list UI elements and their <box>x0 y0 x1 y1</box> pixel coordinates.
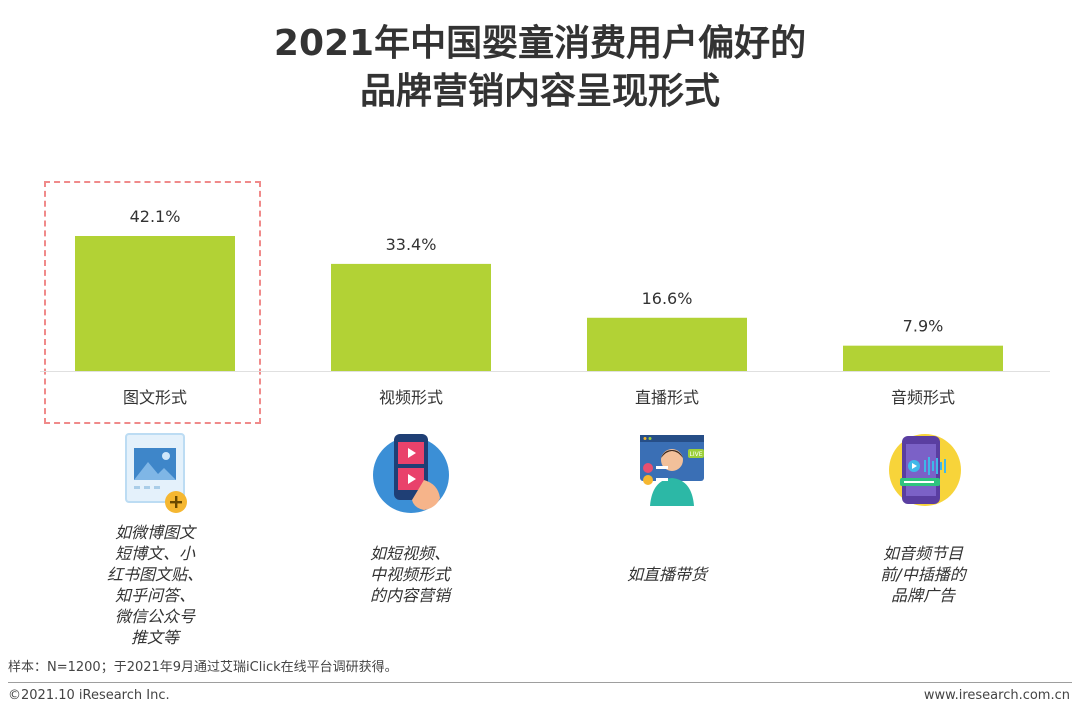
desc-line: 推文等 <box>130 628 179 647</box>
desc-line: 如音频节目 <box>882 544 963 563</box>
footer-website: www.iresearch.com.cn <box>923 688 1070 703</box>
video-phone-icon <box>366 430 456 520</box>
category-label-1: 图文形式 <box>123 388 187 407</box>
desc-video-format: 如短视频、 中视频形式 的内容营销 <box>325 543 495 606</box>
category-label-2: 视频形式 <box>379 388 443 407</box>
value-label-3: 16.6% <box>642 289 693 308</box>
value-label-4: 7.9% <box>903 317 944 336</box>
desc-line: 如短视频、 <box>369 544 450 563</box>
svg-text:LIVE: LIVE <box>689 451 702 458</box>
desc-line: 中视频形式 <box>369 565 450 584</box>
desc-line: 知乎问答、 <box>114 586 195 605</box>
desc-line: 的内容营销 <box>369 586 450 605</box>
bar-3 <box>587 317 747 371</box>
desc-line: 品牌广告 <box>890 586 955 605</box>
value-label-2: 33.4% <box>386 235 437 254</box>
audio-phone-icon <box>880 430 970 520</box>
desc-line: 如直播带货 <box>626 565 707 584</box>
category-label-3: 直播形式 <box>635 388 699 407</box>
desc-live-format: 如直播带货 <box>582 564 752 585</box>
desc-audio-format: 如音频节目 前/中插播的 品牌广告 <box>838 543 1008 606</box>
desc-line: 如微博图文 <box>114 523 195 542</box>
footer-divider <box>8 682 1072 683</box>
page-title: 2021年中国婴童消费用户偏好的 品牌营销内容呈现形式 <box>0 20 1080 116</box>
sample-note: 样本：N=1200；于2021年9月通过艾瑞iClick在线平台调研获得。 <box>8 660 398 675</box>
image-post-icon <box>110 430 200 520</box>
bar-chart: 42.1% 图文形式 33.4% 视频形式 16.6% 直播形式 7.9% 音频形式 <box>40 207 1050 407</box>
title-line-1: 2021年中国婴童消费用户偏好的 <box>273 23 807 64</box>
category-label-4: 音频形式 <box>891 388 955 407</box>
desc-line: 短博文、小 <box>114 544 195 563</box>
bar-2 <box>331 263 491 371</box>
live-stream-icon: LIVE <box>626 430 716 520</box>
desc-line: 微信公众号 <box>114 607 195 626</box>
bar-4 <box>843 345 1003 371</box>
desc-line: 前/中插播的 <box>880 565 966 584</box>
desc-line: 红书图文贴、 <box>106 565 203 584</box>
bar-1 <box>75 236 235 371</box>
footer-copyright: ©2021.10 iResearch Inc. <box>8 688 170 703</box>
value-label-1: 42.1% <box>130 207 181 226</box>
desc-image-format: 如微博图文 短博文、小 红书图文贴、 知乎问答、 微信公众号 推文等 <box>70 522 240 648</box>
highlight-box <box>44 181 261 424</box>
title-line-2: 品牌营销内容呈现形式 <box>359 71 720 112</box>
